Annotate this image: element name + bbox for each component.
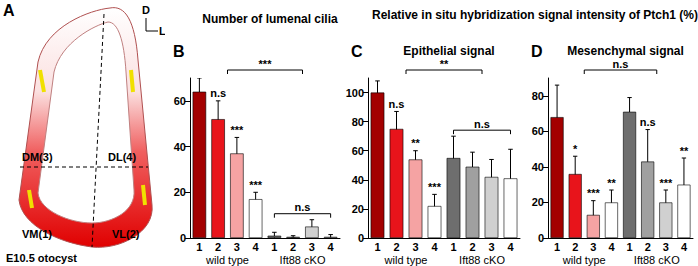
svg-text:0: 0 — [180, 232, 186, 244]
svg-text:4: 4 — [253, 241, 260, 253]
svg-text:1: 1 — [627, 241, 633, 253]
svg-text:***: *** — [259, 58, 273, 70]
svg-text:n.s: n.s — [474, 118, 490, 130]
svg-text:20: 20 — [174, 186, 186, 198]
svg-text:*: * — [573, 143, 578, 155]
svg-text:1: 1 — [450, 241, 456, 253]
svg-text:60: 60 — [352, 145, 364, 157]
svg-text:***: *** — [428, 181, 442, 193]
svg-text:2: 2 — [215, 241, 221, 253]
svg-text:2: 2 — [393, 241, 399, 253]
svg-text:Number of lumenal cilia: Number of lumenal cilia — [202, 12, 338, 26]
svg-text:n.s: n.s — [640, 116, 656, 128]
svg-text:wild type: wild type — [384, 254, 428, 266]
svg-text:n.s: n.s — [389, 98, 405, 110]
svg-text:Mesenchymal signal: Mesenchymal signal — [567, 44, 684, 58]
svg-text:Relative in situ hybridization: Relative in situ hybridization signal in… — [372, 8, 698, 22]
svg-text:Ift88 cKO: Ift88 cKO — [459, 254, 505, 266]
svg-text:**: ** — [607, 177, 616, 189]
svg-text:1: 1 — [554, 241, 560, 253]
svg-text:wild type: wild type — [562, 254, 606, 266]
svg-text:D: D — [531, 43, 543, 60]
svg-text:4: 4 — [431, 241, 438, 253]
svg-text:60: 60 — [532, 125, 544, 137]
svg-text:A: A — [3, 2, 15, 19]
svg-text:3: 3 — [590, 241, 596, 253]
svg-text:3: 3 — [412, 241, 418, 253]
svg-text:3: 3 — [309, 241, 315, 253]
svg-text:DL(4): DL(4) — [108, 151, 136, 163]
svg-text:***: *** — [249, 179, 263, 191]
svg-text:80: 80 — [532, 90, 544, 102]
svg-text:2: 2 — [469, 241, 475, 253]
svg-text:B: B — [173, 43, 185, 60]
svg-text:VL(2): VL(2) — [112, 228, 140, 240]
svg-text:DM(3): DM(3) — [22, 151, 53, 163]
svg-text:60: 60 — [174, 95, 186, 107]
svg-text:100: 100 — [346, 87, 364, 99]
svg-text:4: 4 — [328, 241, 335, 253]
svg-text:Ift88 cKO: Ift88 cKO — [634, 254, 680, 266]
svg-text:**: ** — [440, 58, 449, 70]
svg-text:n.s: n.s — [210, 87, 226, 99]
svg-text:20: 20 — [532, 196, 544, 208]
svg-text:Ift88 cKO: Ift88 cKO — [280, 254, 326, 266]
svg-text:wild type: wild type — [205, 254, 249, 266]
svg-text:0: 0 — [538, 232, 544, 244]
svg-text:80: 80 — [352, 116, 364, 128]
svg-text:2: 2 — [290, 241, 296, 253]
svg-text:3: 3 — [488, 241, 494, 253]
svg-text:3: 3 — [663, 241, 669, 253]
svg-text:Epithelial signal: Epithelial signal — [403, 44, 494, 58]
svg-text:40: 40 — [352, 174, 364, 186]
svg-text:2: 2 — [645, 241, 651, 253]
svg-text:1: 1 — [374, 241, 380, 253]
svg-text:1: 1 — [271, 241, 277, 253]
svg-text:1: 1 — [196, 241, 202, 253]
svg-text:40: 40 — [174, 141, 186, 153]
svg-text:40: 40 — [532, 161, 544, 173]
svg-text:4: 4 — [507, 241, 514, 253]
svg-text:***: *** — [230, 124, 244, 136]
svg-text:0: 0 — [358, 232, 364, 244]
svg-text:***: *** — [587, 187, 601, 199]
svg-text:D: D — [142, 4, 150, 16]
svg-text:VM(1): VM(1) — [22, 228, 52, 240]
svg-text:20: 20 — [352, 203, 364, 215]
svg-text:2: 2 — [572, 241, 578, 253]
svg-text:3: 3 — [234, 241, 240, 253]
svg-text:4: 4 — [608, 241, 615, 253]
svg-text:E10.5 otocyst: E10.5 otocyst — [6, 252, 77, 264]
svg-text:C: C — [351, 43, 363, 60]
svg-text:**: ** — [411, 137, 420, 149]
svg-text:n.s: n.s — [613, 58, 629, 70]
svg-text:***: *** — [659, 177, 673, 189]
svg-text:**: ** — [680, 145, 689, 157]
svg-text:n.s: n.s — [295, 201, 311, 213]
svg-text:4: 4 — [681, 241, 688, 253]
svg-text:L: L — [159, 25, 165, 37]
